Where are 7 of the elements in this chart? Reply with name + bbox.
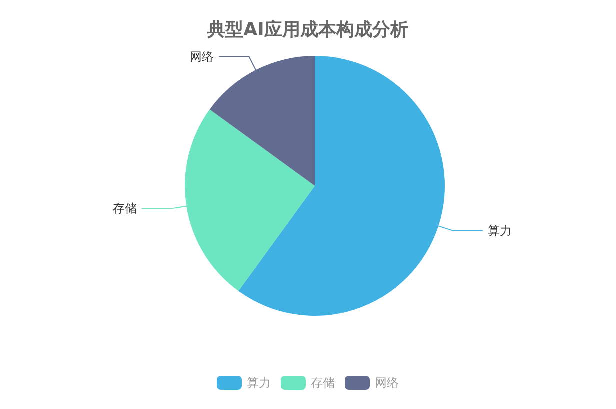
legend-label: 算力 xyxy=(247,376,271,390)
title: 典型AI应用成本构成分析 xyxy=(208,20,408,40)
legend-label: 网络 xyxy=(375,376,399,390)
slice-label: 网络 xyxy=(190,50,214,64)
slice-label: 存储 xyxy=(112,202,137,216)
slice-label: 算力 xyxy=(488,224,512,238)
legend-label: 存储 xyxy=(311,376,335,390)
